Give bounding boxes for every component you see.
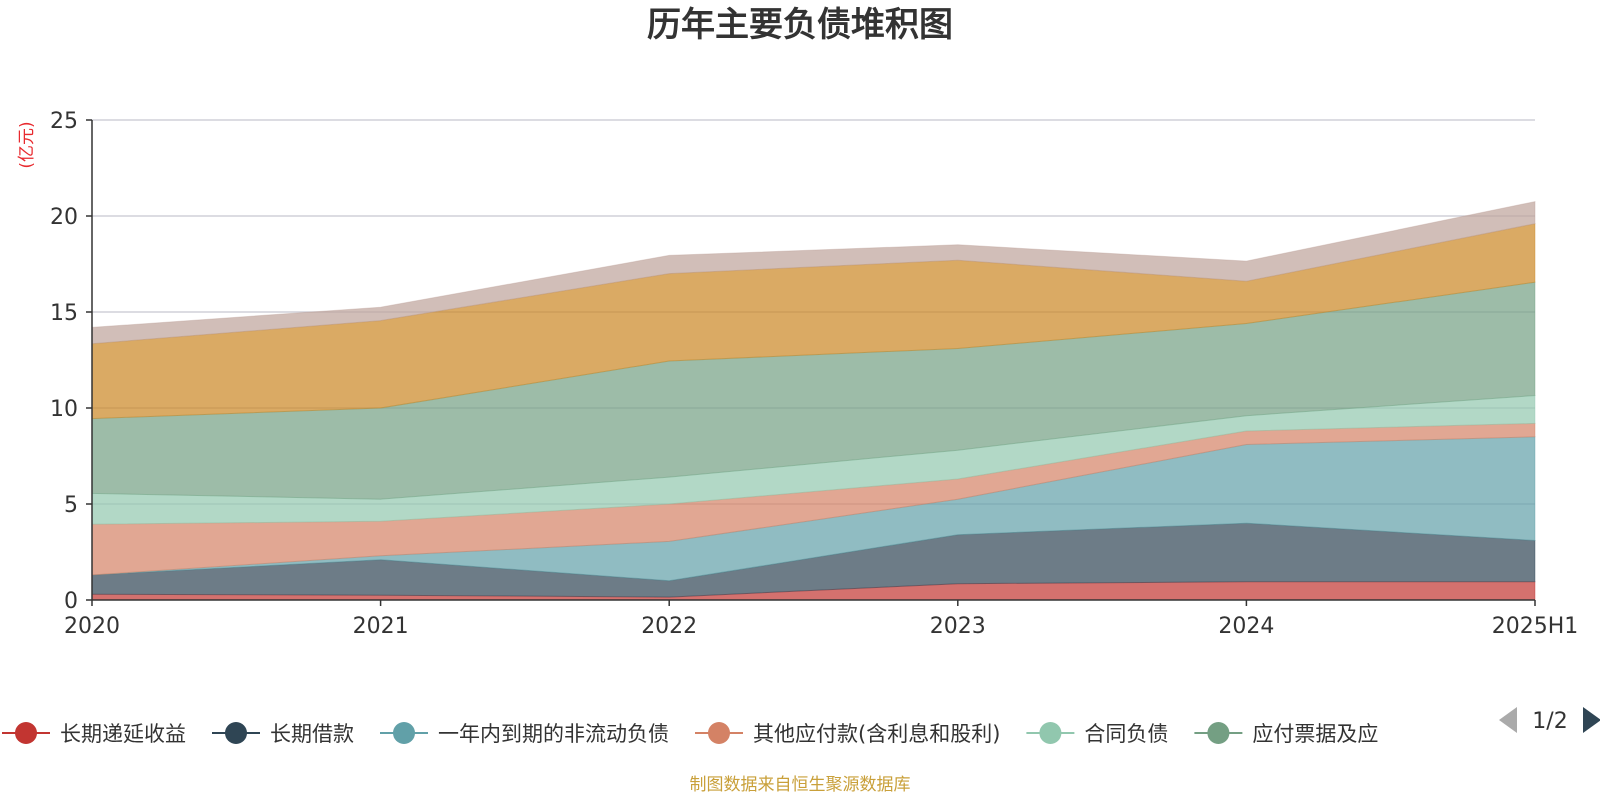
legend-page-indicator: 1/2: [1532, 709, 1567, 734]
legend-circle-marker: [15, 722, 37, 744]
legend-item[interactable]: 长期递延收益: [2, 722, 186, 746]
y-tick-label: 25: [50, 109, 78, 134]
legend-label: 其他应付款(含利息和股利): [753, 722, 1000, 746]
legend-item[interactable]: 合同负债: [1026, 722, 1168, 746]
legend-circle-marker: [1039, 722, 1062, 744]
area-series-8: [91, 200, 1536, 345]
y-tick-label: 0: [64, 589, 78, 614]
legend-next-page-icon[interactable]: [1583, 707, 1600, 733]
legend-label: 合同负债: [1084, 722, 1168, 746]
legend-item[interactable]: 长期借款: [212, 722, 354, 746]
legend-circle-marker: [225, 722, 247, 744]
legend-circle-marker: [393, 722, 415, 744]
chart-title: 历年主要负债堆积图: [647, 5, 953, 45]
legend-label: 一年内到期的非流动负债: [438, 722, 669, 746]
legend-item[interactable]: 一年内到期的非流动负债: [380, 722, 669, 746]
x-axis: 2020 2021 2022 2023 2024 2025H1: [64, 600, 1578, 639]
legend-circle-marker: [1207, 722, 1230, 744]
area-series-group: [91, 200, 1536, 601]
legend-label: 应付票据及应: [1252, 722, 1378, 746]
y-axis-unit-label: (亿元): [17, 121, 37, 168]
data-source-note: 制图数据来自恒生聚源数据库: [690, 775, 911, 795]
legend-item[interactable]: 应付票据及应: [1194, 722, 1378, 746]
y-tick-label: 20: [50, 205, 78, 230]
x-tick-label: 2023: [930, 614, 986, 639]
y-tick-label: 10: [50, 397, 78, 422]
axes: [91, 120, 1535, 601]
legend-circle-marker: [708, 722, 730, 744]
legend-label: 长期借款: [270, 722, 354, 746]
y-tick-label: 5: [64, 493, 78, 518]
x-tick-label: 2021: [353, 614, 409, 639]
legend-label: 长期递延收益: [60, 722, 186, 746]
x-tick-label: 2020: [64, 614, 120, 639]
legend: 长期递延收益 长期借款 一年内到期的非流动负债 其他应付款(含利息和股利) 合同负债 应付…: [2, 722, 1378, 746]
legend-item[interactable]: 其他应付款(含利息和股利): [695, 722, 1000, 746]
y-tick-label: 15: [50, 301, 78, 326]
x-tick-label: 2022: [641, 614, 697, 639]
legend-prev-page-icon[interactable]: [1499, 707, 1517, 733]
legend-pager: 1/2: [1499, 707, 1600, 734]
x-tick-label: 2025H1: [1492, 614, 1579, 639]
y-axis: 0 5 10 15 20 25: [50, 109, 92, 614]
x-tick-label: 2024: [1218, 614, 1274, 639]
